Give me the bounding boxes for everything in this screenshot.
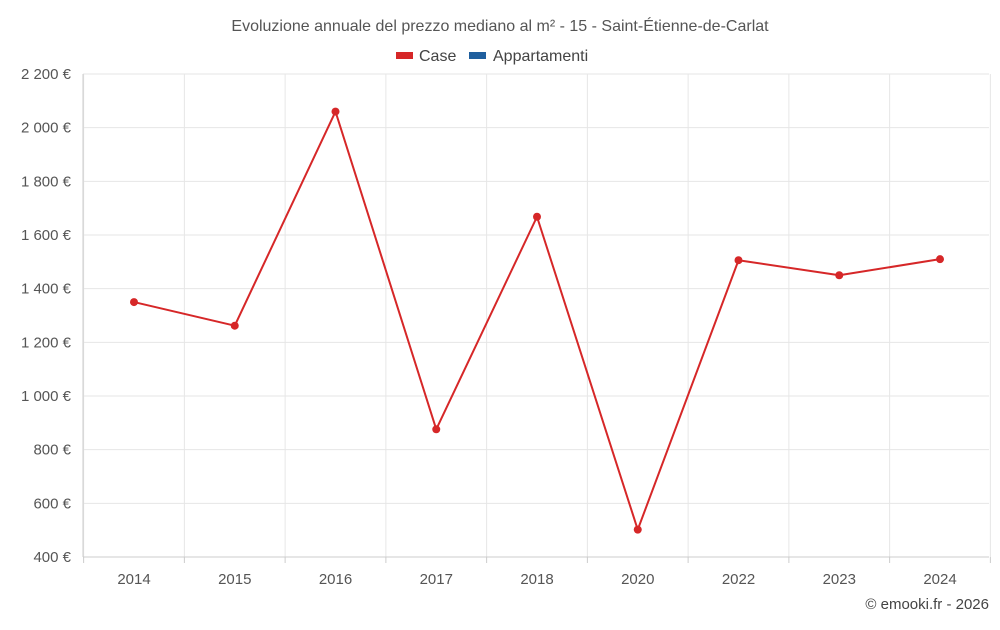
- y-tick-label: 1 000 €: [21, 388, 72, 405]
- x-tick-label: 2018: [520, 571, 553, 588]
- series-line-case: [133, 110, 941, 531]
- grid: [83, 73, 991, 557]
- x-tick-label: 2024: [923, 571, 956, 588]
- x-tick-label: 2023: [823, 571, 856, 588]
- x-tick-label: 2017: [420, 571, 453, 588]
- legend-swatch-case: [396, 52, 413, 59]
- axes: 400 € 600 € 800 € 1 000 € 1 200 € 1 400 € 1 60…: [21, 66, 991, 588]
- data-point-case-2014[interactable]: [130, 298, 138, 307]
- data-point-case-2022[interactable]: [734, 256, 743, 265]
- x-tick-label: 2020: [621, 571, 654, 588]
- y-tick-label: 600 €: [33, 495, 71, 512]
- data-point-case-2015[interactable]: [230, 321, 239, 330]
- y-tick-label: 400 €: [33, 549, 71, 566]
- y-tick-label: 1 600 €: [21, 227, 72, 244]
- data-point-case-2020[interactable]: [633, 525, 642, 534]
- data-point-case-2017[interactable]: [432, 425, 441, 434]
- y-tick-label: 2 000 €: [21, 120, 72, 137]
- data-point-case-2023[interactable]: [835, 271, 844, 280]
- legend: Case Appartamenti: [396, 48, 588, 65]
- data-point-case-2018[interactable]: [533, 212, 541, 221]
- legend-swatch-appartamenti: [469, 52, 486, 59]
- legend-item-appartamenti[interactable]: Appartamenti: [469, 48, 588, 65]
- x-tick-label: 2015: [218, 571, 251, 588]
- y-tick-label: 800 €: [33, 442, 71, 459]
- x-tick-label: 2022: [722, 571, 755, 588]
- data-point-case-2024[interactable]: [936, 255, 944, 264]
- y-tick-label: 2 200 €: [21, 66, 72, 83]
- chart-title: Evoluzione annuale del prezzo mediano al…: [231, 16, 769, 35]
- x-tick-label: 2014: [117, 571, 150, 588]
- legend-label-appartamenti: Appartamenti: [493, 48, 588, 65]
- y-tick-label: 1 200 €: [21, 334, 72, 351]
- legend-label-case: Case: [419, 48, 456, 65]
- y-tick-label: 1 400 €: [21, 281, 72, 298]
- data-point-case-2016[interactable]: [331, 107, 340, 116]
- y-tick-label: 1 800 €: [21, 173, 72, 190]
- series-case: [130, 107, 944, 534]
- credit-text: © emooki.fr - 2026: [865, 596, 989, 613]
- x-tick-label: 2016: [319, 571, 352, 588]
- legend-item-case[interactable]: Case: [396, 48, 456, 65]
